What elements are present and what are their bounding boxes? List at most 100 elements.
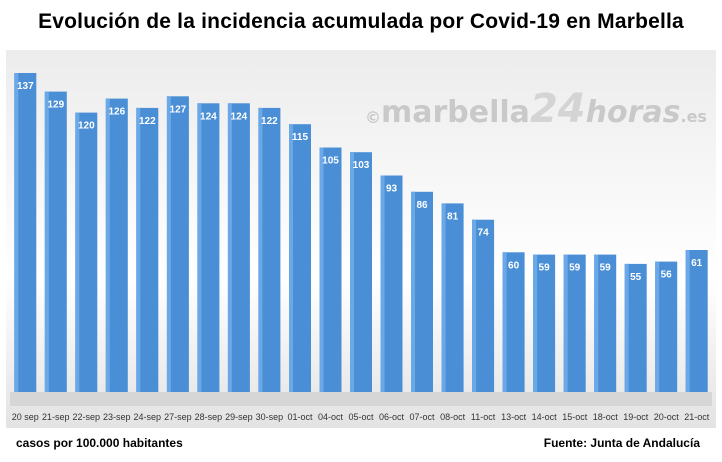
bar-highlight-28-sep [197,103,202,393]
data-label-23-sep: 126 [108,107,125,118]
bar-highlight-24-sep [136,107,141,393]
bar-18-oct [594,254,617,392]
bar-04-oct [319,147,342,392]
data-label-28-sep: 124 [200,111,217,122]
x-tick-label-28-sep: 28-sep [195,412,223,422]
bar-highlight-06-oct [380,175,385,392]
x-tick-label-19-oct: 19-oct [623,412,649,422]
bar-highlight-19-oct [624,263,629,392]
watermark-copyright: © [365,108,381,127]
bar-29-sep [227,103,250,393]
x-tick-label-30-sep: 30-sep [256,412,284,422]
x-tick-label-11-oct: 11-oct [471,412,496,422]
bar-13-oct [502,252,525,392]
bar-24-sep [136,107,159,393]
data-label-27-sep: 127 [170,104,187,115]
bar-23-sep [105,98,128,392]
units-note: casos por 100.000 habitantes [16,436,183,450]
data-label-20 sep: 137 [17,81,34,92]
source-note: Fuente: Junta de Andalucía [543,436,700,450]
x-tick-label-20-oct: 20-oct [654,412,680,422]
bar-highlight-30-sep [258,107,263,393]
bar-highlight-01-oct [289,124,293,392]
x-tick-label-27-sep: 27-sep [164,412,192,422]
data-label-30-sep: 122 [261,116,278,127]
bar-20-oct [655,261,678,392]
chart-title: Evolución de la incidencia acumulada por… [38,10,684,33]
data-label-29-sep: 124 [231,111,248,122]
bar-01-oct [289,124,311,392]
bar-highlight-21-oct [685,250,690,392]
bar-15-oct [563,254,586,392]
data-label-21-sep: 129 [47,100,64,111]
bar-14-oct [533,254,556,392]
bar-highlight-11-oct [472,219,477,392]
bar-highlight-04-oct [319,147,324,392]
x-tick-label-23-sep: 23-sep [103,412,131,422]
bar-highlight-15-oct [563,254,568,392]
bar-base-shadow [10,392,712,406]
data-label-06-oct: 93 [386,184,398,195]
data-label-20-oct: 56 [661,270,673,281]
data-label-14-oct: 59 [539,263,551,274]
bar-highlight-20 sep [14,73,19,392]
bar-19-oct [624,263,647,392]
bar-11-oct [472,219,495,392]
bar-22-sep [75,112,98,392]
data-label-19-oct: 55 [630,272,642,283]
x-tick-label-18-oct: 18-oct [593,412,619,422]
bar-30-sep [258,107,281,393]
bar-highlight-29-sep [227,103,232,393]
bar-08-oct [441,203,464,392]
bar-highlight-14-oct [533,254,538,392]
data-label-11-oct: 74 [478,228,490,239]
x-tick-label-21-sep: 21-sep [42,412,70,422]
x-tick-label-15-oct: 15-oct [562,412,588,422]
data-label-18-oct: 59 [600,263,612,274]
x-tick-label-05-oct: 05-oct [348,412,374,422]
data-label-15-oct: 59 [569,263,581,274]
x-tick-label-04-oct: 04-oct [318,412,344,422]
bar-highlight-08-oct [441,203,446,392]
data-label-08-oct: 81 [447,211,459,222]
data-label-24-sep: 122 [139,116,156,127]
bar-05-oct [350,152,372,392]
bar-06-oct [380,175,403,392]
bar-27-sep [166,96,189,393]
bar-highlight-13-oct [502,252,507,392]
bar-highlight-20-oct [655,261,660,392]
x-tick-label-01-oct: 01-oct [287,412,313,422]
x-tick-label-22-sep: 22-sep [73,412,101,422]
x-tick-label-07-oct: 07-oct [409,412,435,422]
data-label-04-oct: 105 [322,156,339,167]
watermark-part4: .es [680,107,707,126]
bar-07-oct [411,191,433,392]
x-tick-label-13-oct: 13-oct [501,412,527,422]
bar-21-sep [44,91,67,392]
bar-21-oct [685,250,708,392]
bar-20 sep [14,73,37,392]
data-label-22-sep: 120 [78,121,95,132]
x-tick-label-06-oct: 06-oct [379,412,405,422]
bar-highlight-22-sep [75,112,80,392]
x-tick-label-21-oct: 21-oct [684,412,710,422]
bar-highlight-23-sep [105,98,110,392]
data-label-05-oct: 103 [353,160,370,171]
watermark-part3: horas [585,95,681,130]
watermark-part2: 24 [529,86,586,132]
bar-highlight-18-oct [594,254,599,392]
data-label-21-oct: 61 [691,258,703,269]
bar-highlight-07-oct [411,191,415,392]
data-label-01-oct: 115 [292,132,309,143]
x-tick-label-14-oct: 14-oct [532,412,558,422]
bar-highlight-05-oct [350,152,354,392]
x-tick-label-24-sep: 24-sep [134,412,162,422]
watermark-logo: ©marbella24horas.es [365,86,707,132]
x-tick-label-20 sep: 20 sep [12,412,39,422]
watermark-part1: marbella [381,95,530,130]
bar-highlight-21-sep [44,91,49,392]
data-label-07-oct: 86 [416,200,428,211]
bar-highlight-27-sep [166,96,171,393]
x-tick-label-08-oct: 08-oct [440,412,466,422]
